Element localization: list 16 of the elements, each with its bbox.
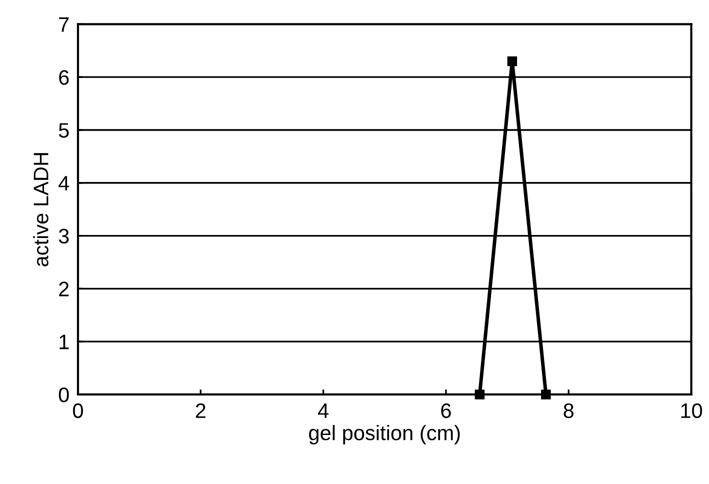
x-tick-label: 2 [196,403,206,418]
y-tick-label: 7 [59,17,69,32]
x-axis-title: gel position (cm) [309,424,460,444]
y-tick-label: 3 [58,228,69,244]
x-tick-label: 6 [441,403,451,418]
x-tick-label: 8 [564,403,574,418]
x-tick-label: 10 [681,403,702,418]
y-tick-label: 4 [58,176,70,190]
x-tick-label: 0 [73,403,83,418]
y-axis-title: active LADH [33,153,48,266]
y-tick-label: 0 [58,387,69,402]
y-tick-label: 6 [59,70,69,85]
x-tick-label: 4 [318,404,328,418]
y-tick-label: 5 [58,123,69,138]
y-tick-label: 2 [59,282,69,296]
y-tick-label: 1 [60,334,69,350]
